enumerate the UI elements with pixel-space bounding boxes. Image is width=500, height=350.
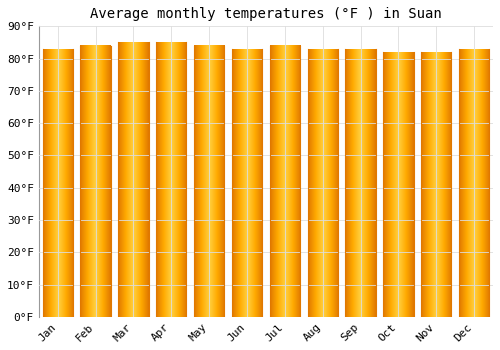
Title: Average monthly temperatures (°F ) in Suan: Average monthly temperatures (°F ) in Su…: [90, 7, 442, 21]
